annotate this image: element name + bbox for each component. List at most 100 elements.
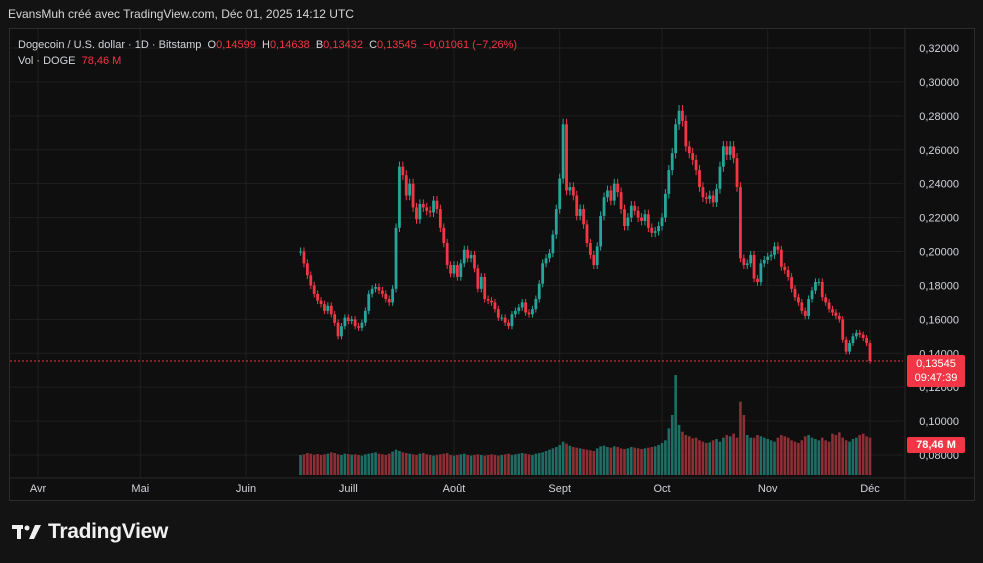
volume-bar: [585, 449, 589, 475]
candle-body: [421, 204, 425, 208]
candle-body: [612, 183, 616, 201]
volume-bar: [367, 453, 371, 475]
candle-body: [861, 334, 865, 338]
candle-body: [732, 146, 736, 159]
volume-bar: [353, 454, 357, 475]
volume-bar: [422, 453, 425, 475]
candle-body: [551, 234, 555, 254]
candle-body: [769, 254, 773, 257]
volume-bar: [810, 437, 814, 475]
candle-body: [299, 251, 302, 253]
close-value: 0,13545: [377, 39, 417, 51]
y-tick-label: 0,24000: [919, 179, 959, 191]
volume-bar: [483, 455, 486, 475]
volume-bar: [445, 453, 449, 475]
volume-bar: [626, 448, 630, 475]
candle-body: [387, 298, 391, 303]
volume-bar: [670, 415, 674, 475]
volume-bar: [657, 445, 660, 475]
volume-bar: [858, 435, 862, 475]
volume-bar: [497, 455, 500, 475]
candle-body: [711, 195, 715, 203]
candle-body: [391, 288, 395, 303]
candle-body: [561, 124, 565, 179]
candle-body: [394, 227, 398, 289]
x-tick-label: Août: [443, 483, 466, 495]
candle-body: [633, 205, 637, 211]
candle-body: [370, 288, 374, 294]
volume-bar: [643, 448, 647, 475]
candle-body: [739, 187, 742, 259]
volume-bar: [476, 454, 480, 475]
candle-body: [544, 258, 548, 264]
candle-body: [824, 297, 828, 303]
candle-body: [438, 209, 442, 228]
candle-body: [384, 293, 388, 299]
candle-body: [425, 207, 429, 211]
volume-bar: [415, 455, 418, 475]
candle-body: [681, 110, 684, 121]
candle-body: [473, 254, 476, 269]
candle-body: [796, 297, 800, 303]
volume-bar: [745, 435, 749, 475]
candle-body: [415, 207, 418, 220]
volume-bar: [660, 443, 664, 475]
candle-body: [756, 278, 759, 283]
volume-bar: [783, 436, 787, 475]
candle-body: [817, 282, 821, 284]
y-tick-label: 0,20000: [919, 247, 959, 259]
volume-bar: [442, 453, 446, 475]
candle-body: [428, 210, 432, 213]
candle-body: [643, 214, 647, 221]
candle-body: [773, 246, 776, 255]
tradingview-logo[interactable]: TradingView: [12, 520, 168, 544]
volume-bar: [612, 446, 616, 475]
volume-bar: [759, 436, 763, 475]
chart-pane[interactable]: 0,32000 0,30000 0,28000 0,26000 0,24000 0,220…: [9, 28, 975, 501]
candle-body: [520, 302, 524, 308]
candle-body: [435, 200, 439, 210]
volume-bar: [674, 375, 677, 475]
volume-bar: [548, 449, 551, 475]
price-chart[interactable]: 0,32000 0,30000 0,28000 0,26000 0,24000 0,220…: [10, 29, 974, 500]
volume-bar: [537, 453, 541, 475]
y-tick-label: 0,18000: [919, 280, 959, 292]
volume-bar: [589, 450, 592, 475]
candle-body: [442, 227, 446, 244]
candle-body: [779, 249, 783, 267]
volume-bar: [838, 432, 841, 475]
candle-body: [793, 288, 797, 298]
x-tick-label: Déc: [860, 483, 880, 495]
candle-body: [650, 227, 654, 233]
volume-bar: [650, 447, 654, 475]
volume-bar: [510, 455, 514, 475]
candle-body: [401, 166, 405, 176]
candle-body: [844, 339, 848, 352]
volume-bar: [466, 455, 469, 475]
candle-body: [582, 209, 585, 225]
candle-body: [868, 343, 872, 361]
candle-body: [606, 190, 609, 198]
candle-body: [602, 197, 606, 216]
candle-body: [609, 190, 613, 201]
volume-bar: [554, 447, 558, 475]
volume-bar: [469, 455, 473, 475]
volume-bar: [381, 454, 384, 475]
volume-bar: [691, 438, 694, 475]
y-tick-label: 0,22000: [919, 213, 959, 225]
volume-bar: [401, 452, 405, 475]
candle-body: [575, 195, 579, 216]
chart-caption: EvansMuh créé avec TradingView.com, Déc …: [8, 7, 354, 21]
candle-body: [820, 282, 824, 298]
volume-bar: [350, 454, 354, 475]
candle-body: [599, 215, 603, 247]
volume-bar: [708, 442, 712, 475]
volume-bar: [568, 445, 572, 475]
volume-bar: [326, 453, 330, 475]
candle-body: [762, 259, 766, 264]
volume-bar: [851, 439, 855, 475]
x-tick-label: Sept: [548, 483, 571, 495]
candle-body: [486, 298, 490, 301]
volume-bar: [664, 440, 667, 475]
candle-body: [316, 293, 320, 301]
